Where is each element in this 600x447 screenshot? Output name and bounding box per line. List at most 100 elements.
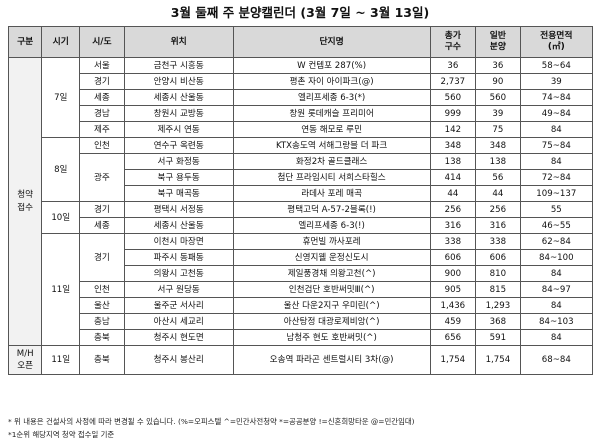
complex-cell: 오송역 파라곤 센트럴시티 3차(@): [232, 345, 431, 375]
region-cell: 제주: [79, 121, 125, 138]
complex-cell: 신영지웰 운정신도시: [232, 249, 431, 266]
total-cell: 316: [429, 217, 477, 234]
area-cell: 84~100: [519, 249, 594, 266]
location-cell: 금천구 시흥동: [123, 57, 234, 74]
general-cell: 90: [475, 73, 521, 90]
area-cell: 75~84: [519, 137, 594, 154]
general-cell: 560: [475, 89, 521, 106]
header-location: 위치: [123, 26, 234, 58]
area-cell: 49~84: [519, 105, 594, 122]
location-cell: 서구 화정동: [123, 153, 234, 170]
table-row: 세종 세종시 산울동 엘리프세종 6-3(!) 316 316 46~55: [9, 217, 594, 234]
general-cell: 44: [475, 185, 521, 202]
area-cell: 84: [519, 121, 594, 138]
region-cell: 인천: [79, 137, 125, 154]
general-cell: 316: [475, 217, 521, 234]
complex-cell: 첨단 프라임시티 서희스타힐스: [232, 169, 431, 186]
table-row: 북구 용두동 첨단 프라임시티 서희스타힐스 414 56 72~84: [9, 169, 594, 186]
location-cell: 연수구 옥련동: [123, 137, 234, 154]
complex-cell: 창원 롯데캐슬 프리미어: [232, 105, 431, 122]
table-row: M/H 오픈 11일 충북 청주시 봉산리 오송역 파라곤 센트럴시티 3차(@…: [7, 345, 594, 375]
area-cell: 84: [519, 329, 594, 346]
area-cell: 84: [519, 297, 594, 314]
area-cell: 46~55: [519, 217, 594, 234]
header-total: 총가 구수: [429, 26, 477, 58]
complex-cell: KTX송도역 서해그랑블 더 파크: [232, 137, 431, 154]
header-area-line1: 전용면적: [540, 31, 573, 41]
complex-cell: 휴먼빌 까사포레: [232, 233, 431, 250]
total-cell: 1,754: [429, 345, 477, 375]
total-cell: 256: [429, 201, 477, 218]
area-cell: 68~84: [519, 345, 594, 375]
region-cell: 서울: [79, 57, 125, 74]
area-cell: 84~97: [519, 281, 594, 298]
area-cell: 58~64: [519, 57, 594, 74]
location-cell: 청주시 현도면: [123, 329, 234, 346]
table-row: 울산 울주군 서사리 울산 다운2지구 우미린(^) 1,436 1,293 8…: [9, 297, 594, 314]
region-cell: 세종: [79, 89, 125, 106]
region-cell: 경남: [79, 105, 125, 122]
table-row: 경기 안양시 비산동 평촌 자이 아이파크(@) 2,737 90 39: [9, 73, 594, 90]
total-cell: 900: [429, 265, 477, 282]
region-cell: 인천: [79, 281, 125, 298]
region-cell: 광주: [79, 153, 125, 202]
total-cell: 36: [429, 57, 477, 74]
table-row: 의왕시 고천동 제일풍경채 의왕고천(^) 900 810 84: [9, 265, 594, 282]
header-area-line2: (㎡): [547, 42, 565, 52]
complex-cell: 남청주 현도 호반써밋(^): [232, 329, 431, 346]
header-sigi: 시기: [41, 26, 81, 58]
location-cell: 평택시 서정동: [123, 201, 234, 218]
general-cell: 36: [475, 57, 521, 74]
general-cell: 591: [475, 329, 521, 346]
header-gubun: 구분: [7, 26, 43, 58]
table-row: 11일 경기 이천시 마장면 휴먼빌 까사포레 338 338 62~84: [9, 233, 594, 346]
location-cell: 창원시 교방동: [123, 105, 234, 122]
total-cell: 560: [429, 89, 477, 106]
region-cell: 경기: [79, 73, 125, 90]
total-cell: 348: [429, 137, 477, 154]
general-cell: 338: [475, 233, 521, 250]
header-complex: 단지명: [232, 26, 431, 58]
table-row: 8일 인천 연수구 옥련동 KTX송도역 서해그랑블 더 파크 348 348 …: [9, 137, 594, 202]
table-row: 제주 제주시 연동 연동 해모로 루민 142 75 84: [9, 121, 594, 138]
total-cell: 656: [429, 329, 477, 346]
total-cell: 606: [429, 249, 477, 266]
location-cell: 안양시 비산동: [123, 73, 234, 90]
region-cell: 경기: [79, 233, 125, 282]
general-cell: 75: [475, 121, 521, 138]
general-cell: 138: [475, 153, 521, 170]
date-cell: 11일: [41, 233, 81, 346]
schedule-table: 구분 시기 시/도 위치 단지명 총가 구수 일반 분양 전용면적 (㎡) 청약 접수…: [7, 26, 594, 375]
area-cell: 74~84: [519, 89, 594, 106]
location-cell: 세종시 산울동: [123, 217, 234, 234]
total-cell: 1,436: [429, 297, 477, 314]
complex-cell: 엘리프세종 6-3(!): [232, 217, 431, 234]
general-cell: 606: [475, 249, 521, 266]
area-cell: 109~137: [519, 185, 594, 202]
total-cell: 905: [429, 281, 477, 298]
table-row: 충남 아산시 세교리 아산탕정 대광로제비앙(^) 459 368 84~103: [9, 313, 594, 330]
header-general: 일반 분양: [475, 26, 521, 58]
region-cell: 경기: [79, 201, 125, 218]
area-cell: 84: [519, 265, 594, 282]
area-cell: 62~84: [519, 233, 594, 250]
general-cell: 810: [475, 265, 521, 282]
date-cell: 8일: [41, 137, 81, 202]
general-cell: 815: [475, 281, 521, 298]
complex-cell: W 컨템포 287(%): [232, 57, 431, 74]
region-cell: 충북: [79, 329, 125, 346]
header-sido: 시/도: [79, 26, 125, 58]
region-cell: 울산: [79, 297, 125, 314]
complex-cell: 엘리프세종 6-3(*): [232, 89, 431, 106]
area-cell: 39: [519, 73, 594, 90]
location-cell: 서구 원당동: [123, 281, 234, 298]
date-cell: 11일: [41, 345, 81, 375]
location-cell: 이천시 마장면: [123, 233, 234, 250]
footnote-basis: *1순위 해당지역 청약 접수일 기준: [8, 430, 115, 439]
date-cell: 7일: [41, 57, 81, 138]
header-general-line2: 분양: [489, 42, 506, 52]
area-cell: 84~103: [519, 313, 594, 330]
table-row: 충북 청주시 현도면 남청주 현도 호반써밋(^) 656 591 84: [9, 329, 594, 346]
complex-cell: 아산탕정 대광로제비앙(^): [232, 313, 431, 330]
location-cell: 아산시 세교리: [123, 313, 234, 330]
